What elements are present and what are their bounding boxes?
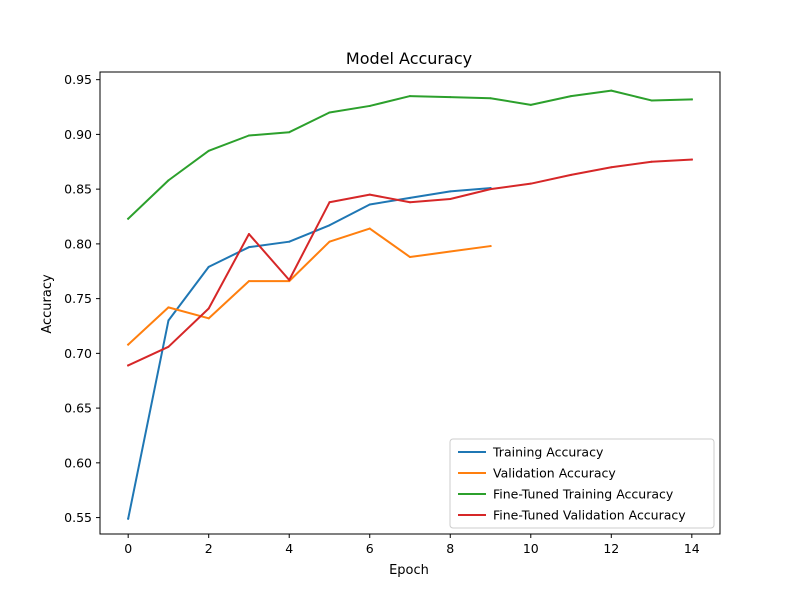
y-tick-label: 0.65 [64,401,92,416]
data-point [650,99,653,102]
data-point [449,190,452,193]
data-point [409,196,411,199]
data-point [368,193,371,196]
data-point [207,149,210,152]
data-point [127,517,130,520]
data-point [247,134,250,137]
data-point [489,97,492,100]
series-line-2 [126,227,492,347]
data-point [449,198,452,200]
y-tick-label: 0.70 [64,346,92,361]
y-tick-label: 0.95 [64,72,92,87]
data-point [650,160,653,163]
data-point [409,256,411,259]
data-point [207,265,210,268]
y-tick-label: 0.75 [64,291,92,306]
x-tick-label: 4 [285,541,293,556]
data-point [167,319,170,322]
x-tick-label: 8 [446,541,454,556]
legend: Training Accuracy Validation Accuracy Fine… [449,438,715,529]
data-point [288,240,291,243]
x-tick-label: 6 [366,541,374,556]
data-point [127,364,130,367]
data-point [610,89,613,92]
plot-area: 0 2 4 6 8 10 12 14 0.55 0.60 0.65 0.70 0.75 0.80 0.85 0… [64,71,721,556]
data-point [167,306,170,309]
data-point [690,158,693,161]
legend-label: Fine-Tuned Validation Accuracy [493,508,686,523]
data-point [167,179,170,182]
y-tick-label: 0.60 [64,455,92,470]
data-point [570,95,573,98]
data-point [529,182,532,185]
data-point [489,245,492,248]
data-point [288,131,291,134]
data-point [409,201,411,204]
axes-frame [99,71,721,535]
chart-title: Model Accuracy [346,49,472,68]
data-point [328,201,331,204]
data-point [610,166,613,169]
x-axis-label: Epoch [389,563,429,578]
data-point [328,224,331,227]
data-point [489,188,492,191]
data-point [328,111,331,114]
data-point [409,95,411,98]
data-point [127,217,130,220]
x-tick-label: 12 [603,541,619,556]
data-point [247,246,250,249]
y-axis-label: Accuracy [40,274,55,334]
data-point [570,173,573,176]
legend-box [449,438,715,529]
series-line-1 [127,186,492,520]
data-point [207,307,210,310]
data-point [207,317,210,320]
legend-label: Training Accuracy [492,445,604,460]
data-point [368,203,371,206]
data-point [167,345,170,348]
data-point [247,280,250,283]
y-tick-label: 0.55 [64,510,92,525]
data-point [529,103,532,106]
x-tick-label: 2 [205,541,213,556]
data-point [368,227,371,230]
data-point [247,233,250,236]
data-point [328,240,331,243]
data-point [288,279,291,282]
data-point [449,250,452,253]
data-point [127,343,130,346]
data-point [690,98,693,101]
legend-label: Fine-Tuned Training Accuracy [493,487,674,502]
y-tick-label: 0.80 [64,236,92,251]
y-tick-label: 0.90 [64,127,92,142]
y-tick-label: 0.85 [64,182,92,197]
x-tick-label: 10 [523,541,539,556]
data-point [368,104,371,107]
data-point [449,96,452,99]
legend-label: Validation Accuracy [493,466,616,481]
x-tick-label: 14 [684,541,700,556]
x-tick-label: 0 [124,541,132,556]
